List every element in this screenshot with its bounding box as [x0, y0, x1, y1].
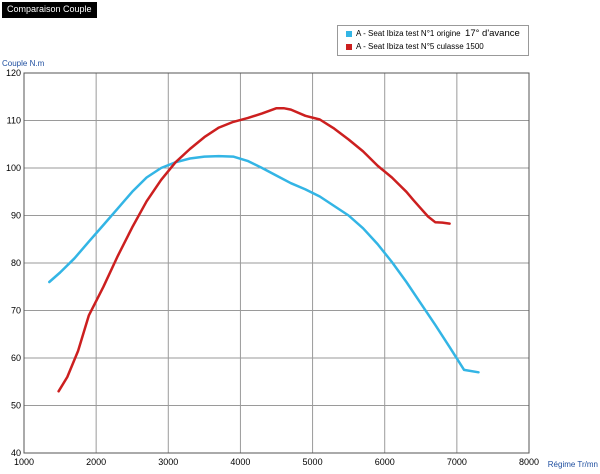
legend-label-series-1: A - Seat Ibiza test N°1 origine — [356, 29, 461, 38]
y-tick-label: 40 — [11, 448, 21, 458]
x-tick-label: 8000 — [519, 457, 539, 467]
plot-frame — [23, 72, 530, 454]
x-tick-label: 4000 — [230, 457, 250, 467]
x-axis-label: Régime Tr/mn — [548, 460, 598, 469]
legend-item-series-1: A - Seat Ibiza test N°1 origine 17° d'av… — [346, 29, 520, 39]
x-tick-label: 6000 — [375, 457, 395, 467]
y-tick-label: 70 — [11, 306, 21, 316]
legend-item-series-2: A - Seat Ibiza test N°5 culasse 1500 — [346, 42, 484, 52]
legend-swatch-series-1 — [346, 30, 352, 37]
x-tick-label: 2000 — [86, 457, 106, 467]
x-tick-label: 5000 — [303, 457, 323, 467]
y-tick-label: 80 — [11, 258, 21, 268]
y-tick-label: 90 — [11, 211, 21, 221]
legend-tag-series-1: 17° d'avance — [465, 28, 520, 39]
y-axis-label: Couple N.m — [2, 59, 45, 68]
y-tick-label: 50 — [11, 401, 21, 411]
series-line-2 — [57, 106, 451, 393]
legend-label-series-2: A - Seat Ibiza test N°5 culasse 1500 — [356, 42, 484, 51]
legend: A - Seat Ibiza test N°1 origine 17° d'av… — [337, 25, 529, 56]
x-tick-label: 3000 — [158, 457, 178, 467]
y-tick-label: 110 — [7, 116, 21, 126]
series-line-1 — [48, 154, 480, 374]
chart-title: Comparaison Couple — [2, 2, 97, 18]
x-tick-label: 1000 — [14, 457, 34, 467]
y-tick-label: 100 — [6, 163, 21, 173]
y-tick-label: 120 — [6, 68, 21, 78]
legend-swatch-series-2 — [346, 43, 352, 50]
x-tick-label: 7000 — [447, 457, 467, 467]
y-tick-label: 60 — [11, 353, 21, 363]
